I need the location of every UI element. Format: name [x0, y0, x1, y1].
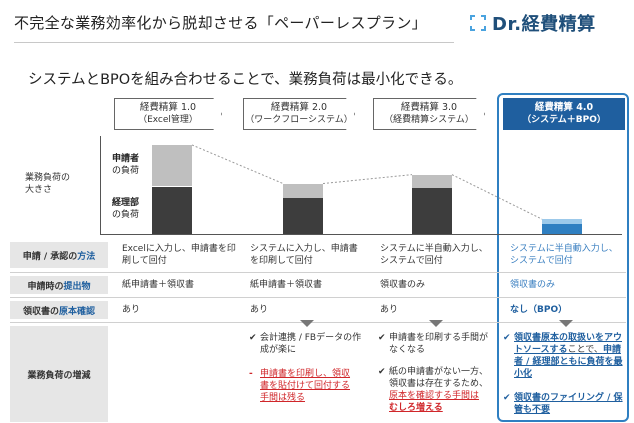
- version-header-3: 経費精算 3.0 （経費精算システム）: [373, 98, 485, 130]
- version-header-2: 経費精算 2.0 （ワークフローシステム）: [243, 98, 355, 130]
- bar-applicant-load: [152, 144, 192, 187]
- title-divider: [14, 42, 454, 43]
- bar-accounting-load: [542, 224, 582, 234]
- cell-submission-v3: 領収書のみ: [380, 280, 426, 290]
- cell-original-check-v2: あり: [250, 305, 269, 315]
- bar-applicant-load: [412, 174, 452, 189]
- load-v2-bad-text: 申請書を印刷し、領収書を貼付けて回付する手間は残る: [260, 369, 351, 403]
- row-divider: [10, 297, 626, 298]
- y-axis-label: 業務負荷の大きさ: [25, 172, 77, 196]
- load-v2-good-text: 会計連携 / FBデータの作成が楽に: [260, 333, 362, 355]
- bar-applicant-load: [542, 219, 582, 225]
- cell-submission-v4: 領収書のみ: [510, 280, 556, 290]
- cell-original-check-v4: なし（BPO）: [510, 305, 568, 315]
- row-label-method: 申請 / 承認の 方法: [10, 242, 108, 268]
- load-v3-mixed: ✔ 紙の申請書がない一方、領収書は存在するため、原本を確認する手間は むしろ増える: [378, 366, 493, 414]
- row-label-submission-pre: 申請時の: [27, 281, 64, 292]
- load-v4-b1-hl: 領収書原本の取扱いをアウトソースする: [514, 333, 623, 355]
- row-divider: [10, 322, 626, 323]
- bracket-logo-icon: [470, 15, 486, 31]
- check-icon: ✔: [378, 333, 386, 343]
- row-label-original-check-hl: 原本確認: [59, 306, 96, 317]
- version-sub: （ワークフローシステム）: [245, 115, 353, 125]
- bar-label-accounting-rest: の負荷: [112, 210, 140, 220]
- load-v3-mixed-bad: 原本を確認する手間は: [389, 391, 480, 401]
- version-name: 経費精算 2.0: [270, 102, 328, 113]
- load-v4-b2-text: 領収書のファイリング / 保管も不要: [514, 393, 623, 415]
- trend-segment: [191, 144, 284, 184]
- load-v3-mixed-bad-bold: むしろ増える: [389, 403, 443, 413]
- bar-label-accounting-strong: 経理部: [112, 198, 140, 208]
- minus-icon: -: [249, 369, 253, 379]
- check-icon: ✔: [249, 333, 257, 343]
- arrow-down-icon: [300, 320, 314, 327]
- bar-accounting-load: [412, 188, 452, 234]
- bar-label-accounting: 経理部 の負荷: [112, 197, 139, 221]
- load-v2-good: ✔ 会計連携 / FBデータの作成が楽に: [249, 332, 365, 356]
- row-divider: [10, 272, 626, 273]
- version-name: 経費精算 3.0: [400, 102, 458, 113]
- logo: Dr.経費精算: [470, 10, 596, 36]
- version-4-highlight-frame: [497, 93, 629, 422]
- row-label-load-change: 業務負荷の増減: [10, 326, 108, 422]
- bar-label-applicant: 申請者 の負荷: [112, 153, 139, 177]
- page-title: 不完全な業務効率化から脱却させる「ペーパーレスプラン」: [14, 14, 427, 32]
- bar-accounting-load: [283, 198, 323, 234]
- version-sub: （Excel管理）: [138, 115, 198, 125]
- logo-text: Dr.経費精算: [492, 14, 596, 35]
- load-v2-bad: - 申請書を印刷し、領収書を貼付けて回付する手間は残る: [249, 368, 355, 404]
- arrow-down-icon: [559, 320, 573, 327]
- cell-method-v4: システムに半自動入力し、システムで回付: [510, 244, 618, 266]
- trend-segment: [451, 174, 543, 220]
- load-v4-b2: ✔ 領収書のファイリング / 保管も不要: [503, 392, 624, 416]
- version-name: 経費精算 4.0: [534, 102, 594, 113]
- version-sub: （経費精算システム）: [384, 115, 474, 125]
- row-label-submission-hl: 提出物: [63, 281, 91, 292]
- cell-original-check-v1: あり: [122, 305, 141, 315]
- trend-segment: [322, 174, 413, 185]
- row-label-submission: 申請時の 提出物: [10, 276, 108, 294]
- y-axis: [100, 136, 101, 235]
- arrow-down-icon: [429, 320, 443, 327]
- version-header-1: 経費精算 1.0 （Excel管理）: [114, 98, 222, 130]
- y-axis-label-text: 業務負荷の大きさ: [25, 173, 71, 195]
- check-icon: ✔: [503, 393, 511, 403]
- cell-submission-v2: 紙申請書＋領収書: [250, 280, 323, 290]
- version-sub: （システム＋BPO）: [522, 115, 606, 125]
- cell-submission-v1: 紙申請書＋領収書: [122, 280, 195, 290]
- load-v4-b1-rest: ことで、: [567, 345, 603, 355]
- row-label-original-check: 領収書の 原本確認: [10, 301, 108, 319]
- cell-method-v1: Excelに入力し、申請書を印刷して回付: [122, 244, 236, 266]
- version-header-4: 経費精算 4.0 （システム＋BPO）: [503, 98, 625, 130]
- row-label-method-hl: 方法: [77, 251, 96, 262]
- version-name: 経費精算 1.0: [139, 102, 197, 113]
- cell-method-v2: システムに入力し、申請書を印刷して回付: [250, 244, 358, 266]
- check-icon: ✔: [378, 367, 386, 377]
- bar-label-applicant-strong: 申請者: [112, 154, 140, 164]
- cell-method-v3: システムに半自動入力し、システムで回付: [380, 244, 488, 266]
- load-v3-good-text: 申請書を印刷する手間がなくなる: [389, 333, 489, 355]
- load-v4-b1-hl2: 申請者 / 経理部ともに負荷を最小化: [514, 345, 623, 379]
- row-label-method-pre: 申請 / 承認の: [22, 251, 78, 262]
- load-v3-mixed-pre: 紙の申請書がない一方、領収書は存在するため、: [389, 367, 489, 389]
- check-icon: ✔: [503, 333, 511, 343]
- load-v4-b1: ✔ 領収書原本の取扱いをアウトソースすることで、申請者 / 経理部ともに負荷を最…: [503, 332, 624, 380]
- bar-accounting-load: [152, 186, 192, 234]
- bar-applicant-load: [283, 183, 323, 199]
- x-axis: [100, 234, 622, 235]
- subtitle: システムとBPOを組み合わせることで、業務負荷は最小化できる。: [28, 72, 463, 88]
- row-label-original-check-pre: 領収書の: [22, 306, 59, 317]
- load-v3-good: ✔ 申請書を印刷する手間がなくなる: [378, 332, 489, 356]
- bar-label-applicant-rest: の負荷: [112, 166, 140, 176]
- cell-original-check-v3: あり: [380, 305, 399, 315]
